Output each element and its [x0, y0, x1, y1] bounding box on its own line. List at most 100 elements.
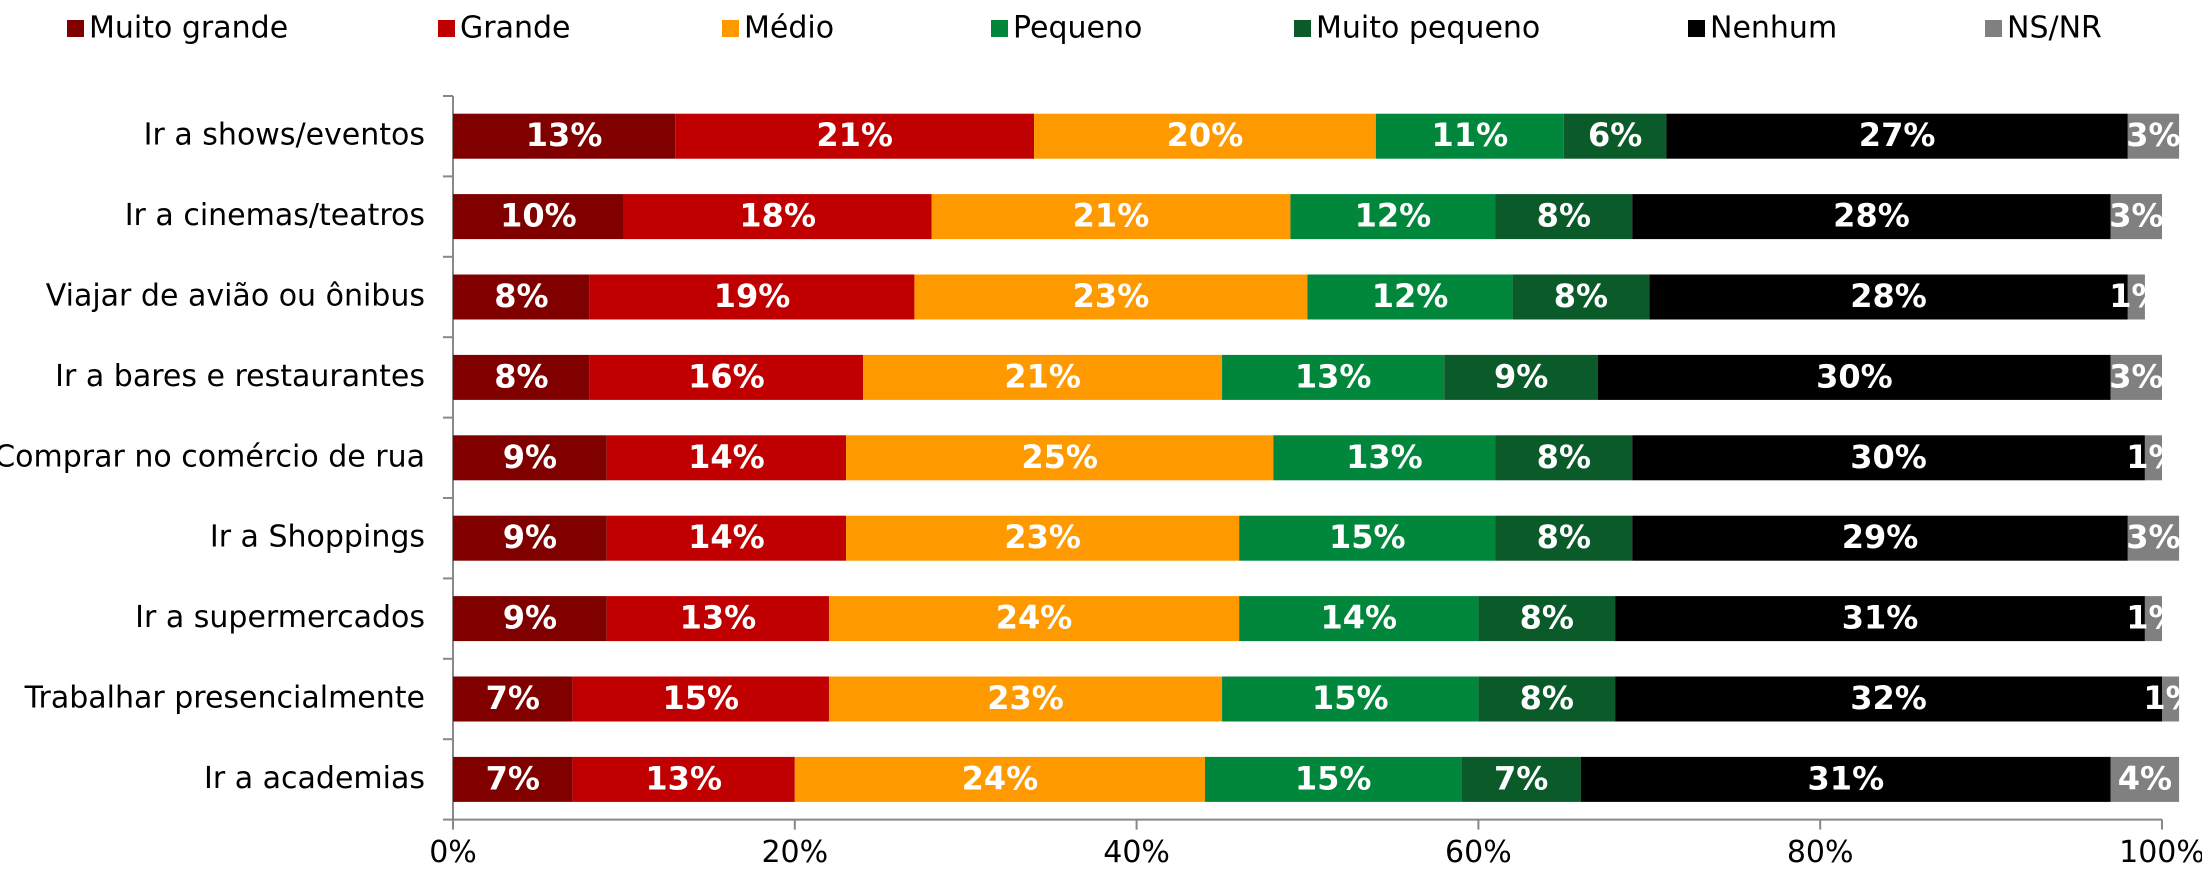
y-tick-label: Ir a academias [204, 761, 425, 796]
bar-segment [1444, 354, 1599, 400]
legend-swatch [1294, 20, 1311, 37]
bar-segment [1204, 756, 1462, 802]
bar-segment [846, 515, 1240, 561]
bar-segment [1290, 194, 1496, 240]
y-tick-label: Ir a Shoppings [210, 520, 425, 555]
bar-segment [2110, 354, 2162, 400]
bar-segment [1222, 354, 1445, 400]
data-label: 9% [503, 599, 557, 637]
bar-segment [1034, 113, 1376, 159]
data-label: 13% [526, 116, 603, 154]
data-label: 32% [1850, 679, 1927, 717]
bar-segment [572, 676, 829, 722]
bar-segment [1615, 676, 2162, 722]
data-label: 31% [1842, 599, 1919, 637]
data-label: 12% [1355, 197, 1432, 235]
bar-segment [1307, 274, 1513, 320]
data-label: 3% [2109, 357, 2163, 395]
bar-segment [1239, 596, 1479, 642]
data-label: 8% [1537, 438, 1591, 476]
data-label: 8% [1554, 277, 1608, 315]
y-tick-label: Ir a bares e restaurantes [55, 359, 425, 394]
data-label: 24% [962, 759, 1039, 797]
data-label: 8% [1537, 518, 1591, 556]
data-label: 8% [1520, 599, 1574, 637]
legend-label: Muito pequeno [1316, 11, 1540, 46]
x-tick-label: 100% [2119, 835, 2202, 870]
data-label: 13% [645, 759, 722, 797]
data-label: 7% [1494, 759, 1548, 797]
legend-swatch [67, 20, 84, 37]
bar-segment [623, 194, 932, 240]
bar-segment [1615, 596, 2145, 642]
bar-segment [1461, 756, 1581, 802]
bar-segment [589, 274, 915, 320]
bar-segment [846, 435, 1274, 481]
bar-segment [1495, 515, 1633, 561]
bar-segment [606, 435, 847, 481]
data-label: 3% [2126, 518, 2180, 556]
data-label: 28% [1833, 197, 1910, 235]
data-label: 1% [2143, 679, 2197, 717]
bar-segment [2127, 274, 2145, 320]
legend-swatch [991, 20, 1008, 37]
data-label: 14% [688, 518, 765, 556]
bar-segment [828, 596, 1240, 642]
bar-segment [453, 515, 607, 561]
bar-segment [1495, 194, 1633, 240]
data-label: 21% [1004, 357, 1081, 395]
bar-segment [453, 676, 573, 722]
y-tick-label: Viajar de avião ou ônibus [46, 279, 425, 314]
bar-segment [914, 274, 1308, 320]
bar-segment [453, 354, 590, 400]
data-label: 18% [739, 197, 816, 235]
data-label: 8% [494, 277, 548, 315]
bar-segment [2127, 113, 2180, 159]
y-tick-label: Ir a shows/eventos [144, 118, 425, 153]
bar-segment [1632, 515, 2128, 561]
data-label: 30% [1816, 357, 1893, 395]
data-label: 3% [2126, 116, 2180, 154]
bar-segment [1478, 676, 1616, 722]
bar-segment [1512, 274, 1650, 320]
data-label: 31% [1808, 759, 1885, 797]
x-tick-label: 60% [1445, 835, 1512, 870]
bar-segment [863, 354, 1223, 400]
bar-segment [2144, 435, 2162, 481]
data-label: 19% [714, 277, 791, 315]
bar-segment [453, 756, 573, 802]
bar-segment [2110, 194, 2162, 240]
bar-segment [1580, 756, 2111, 802]
bar-segment [2162, 676, 2180, 722]
bar-segment [1666, 113, 2128, 159]
bar-segment [1649, 274, 2128, 320]
bar-segment [1273, 435, 1496, 481]
data-label: 20% [1167, 116, 1244, 154]
data-label: 25% [1021, 438, 1098, 476]
data-label: 28% [1850, 277, 1927, 315]
bar-segment [1495, 435, 1633, 481]
data-label: 6% [1588, 116, 1642, 154]
data-label: 13% [680, 599, 757, 637]
data-label: 30% [1850, 438, 1927, 476]
bar-segment [453, 113, 676, 159]
data-label: 15% [663, 679, 740, 717]
data-label: 1% [2126, 599, 2180, 637]
bar-segment [1375, 113, 1564, 159]
data-label: 11% [1432, 116, 1509, 154]
x-tick-label: 0% [429, 835, 477, 870]
data-label: 27% [1859, 116, 1936, 154]
data-label: 1% [2126, 438, 2180, 476]
data-label: 14% [688, 438, 765, 476]
data-label: 8% [1537, 197, 1591, 235]
data-label: 23% [1073, 277, 1150, 315]
legend-label: Grande [460, 11, 570, 46]
data-label: 23% [1004, 518, 1081, 556]
data-label: 13% [1346, 438, 1423, 476]
data-label: 7% [486, 759, 540, 797]
data-label: 21% [1073, 197, 1150, 235]
legend-label: Pequeno [1013, 11, 1142, 46]
y-tick-label: Comprar no comércio de rua [0, 439, 425, 474]
x-tick-label: 40% [1103, 835, 1170, 870]
